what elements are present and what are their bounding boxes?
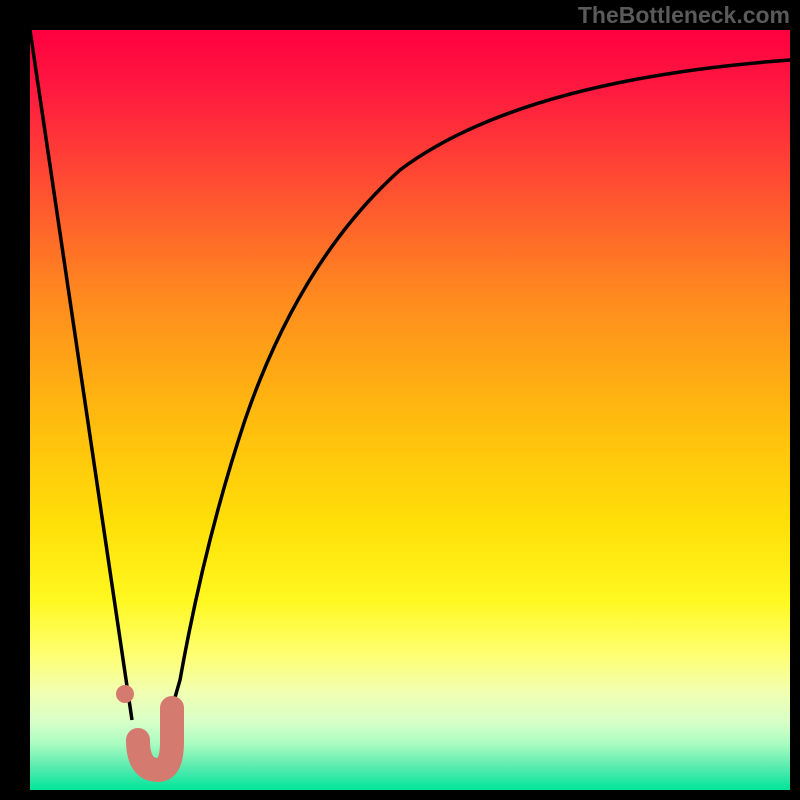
marker-hook [138, 708, 172, 770]
right-curve [168, 60, 790, 722]
chart-container: TheBottleneck.com [0, 0, 800, 800]
marker-dot [116, 685, 134, 703]
curves-layer [0, 0, 800, 800]
left-curve [30, 30, 132, 720]
attribution-text: TheBottleneck.com [578, 2, 790, 29]
